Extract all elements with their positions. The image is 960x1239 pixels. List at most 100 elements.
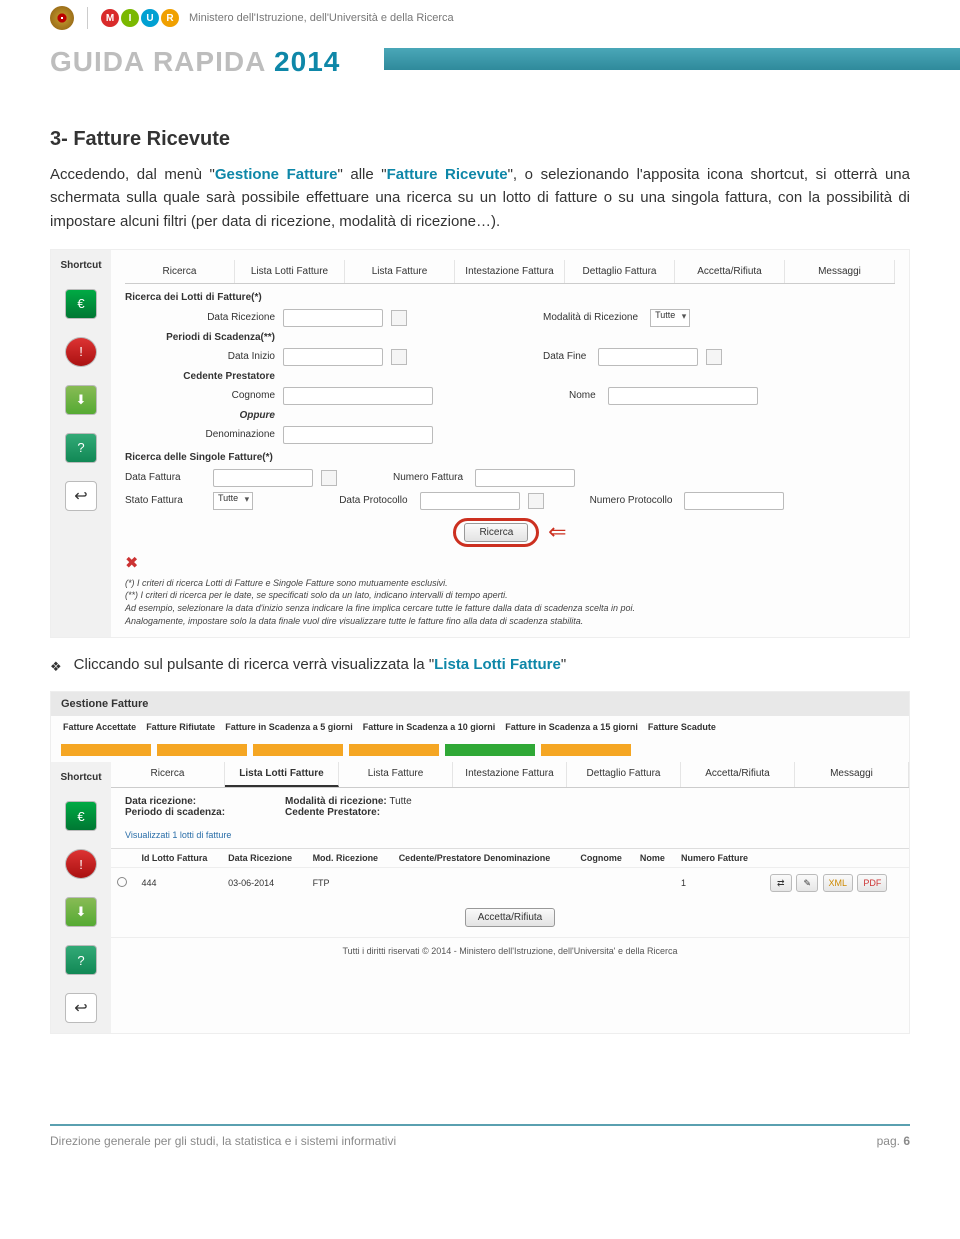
tab2-ricerca[interactable]: Ricerca bbox=[111, 762, 225, 787]
ricerca-button[interactable]: Ricerca bbox=[464, 523, 528, 542]
shortcut-alert-icon[interactable]: ! bbox=[65, 337, 97, 367]
tab-lista-lotti[interactable]: Lista Lotti Fatture bbox=[235, 260, 345, 283]
tab2-dettaglio[interactable]: Dettaglio Fattura bbox=[567, 762, 681, 787]
bar-accettate[interactable] bbox=[61, 744, 151, 756]
lbl-data-inizio: Data Inizio bbox=[125, 351, 275, 362]
shortcut-download-icon[interactable]: ⬇ bbox=[65, 385, 97, 415]
lotti-table: Id Lotto Fattura Data Ricezione Mod. Ric… bbox=[111, 848, 909, 898]
col-num: Numero Fatture bbox=[675, 849, 763, 868]
select-modalita[interactable]: Tutte bbox=[650, 309, 690, 327]
tab-messaggi[interactable]: Messaggi bbox=[785, 260, 895, 283]
shortcut-alert-icon[interactable]: ! bbox=[65, 849, 97, 879]
shortcut-label: Shortcut bbox=[60, 260, 101, 271]
input-nome[interactable] bbox=[608, 387, 758, 405]
status-scadute: Fatture Scadute bbox=[646, 722, 718, 732]
input-denominazione[interactable] bbox=[283, 426, 433, 444]
lbl-numero-protocollo: Numero Protocollo bbox=[590, 495, 673, 506]
table-row[interactable]: 444 03-06-2014 FTP 1 ⇄ ✎ XML PDF bbox=[111, 868, 909, 899]
cell-id: 444 bbox=[135, 868, 222, 899]
footer-right: pag. 6 bbox=[877, 1134, 910, 1148]
row-radio[interactable] bbox=[117, 877, 127, 887]
input-numero-fattura[interactable] bbox=[475, 469, 575, 487]
status-accettate: Fatture Accettate bbox=[61, 722, 138, 732]
shortcut-euro-icon[interactable]: € bbox=[65, 801, 97, 831]
tabs-row-2: Ricerca Lista Lotti Fatture Lista Fattur… bbox=[111, 762, 909, 788]
col-denom: Cedente/Prestatore Denominazione bbox=[393, 849, 575, 868]
input-cognome[interactable] bbox=[283, 387, 433, 405]
bullet-text: Cliccando sul pulsante di ricerca verrà … bbox=[74, 656, 566, 673]
select-stato[interactable]: Tutte bbox=[213, 492, 253, 510]
miur-dot-m: M bbox=[101, 9, 119, 27]
bullet-icon: ❖ bbox=[50, 659, 62, 675]
lbl-data-fattura: Data Fattura bbox=[125, 472, 205, 483]
delete-filter-icon[interactable]: ✖ bbox=[125, 553, 138, 573]
lbl-oppure: Oppure bbox=[125, 410, 275, 421]
kw-fatture-ricevute: Fatture Ricevute bbox=[387, 166, 508, 183]
action-share-icon[interactable]: ⇄ bbox=[770, 874, 792, 892]
shortcut-back-icon[interactable]: ↩ bbox=[65, 481, 97, 511]
tab2-messaggi[interactable]: Messaggi bbox=[795, 762, 909, 787]
bar-5g[interactable] bbox=[253, 744, 343, 756]
lbl-denominazione: Denominazione bbox=[125, 429, 275, 440]
miur-dot-i: I bbox=[121, 9, 139, 27]
tab-accetta[interactable]: Accetta/Rifiuta bbox=[675, 260, 785, 283]
copyright-footer: Tutti i diritti riservati © 2014 - Minis… bbox=[111, 937, 909, 964]
col-cognome: Cognome bbox=[574, 849, 633, 868]
banner-strip bbox=[384, 48, 960, 70]
miur-dot-r: R bbox=[161, 9, 179, 27]
bar-scadute[interactable] bbox=[541, 744, 631, 756]
lbl-data-fine: Data Fine bbox=[543, 351, 586, 362]
tab2-intestazione[interactable]: Intestazione Fattura bbox=[453, 762, 567, 787]
calendar-icon[interactable] bbox=[321, 470, 337, 486]
screenshot-ricerca: Shortcut € ! ⬇ ? ↩ Ricerca Lista Lotti F… bbox=[50, 249, 910, 638]
page-number: 6 bbox=[903, 1134, 910, 1148]
status-15g: Fatture in Scadenza a 15 giorni bbox=[503, 722, 640, 732]
calendar-icon[interactable] bbox=[528, 493, 544, 509]
shortcut-download-icon[interactable]: ⬇ bbox=[65, 897, 97, 927]
note-3: Ad esempio, selezionare la data d'inizio… bbox=[125, 602, 895, 615]
shortcut-faq-icon[interactable]: ? bbox=[65, 433, 97, 463]
action-pdf-button[interactable]: PDF bbox=[857, 874, 887, 892]
tab2-lista-fatture[interactable]: Lista Fatture bbox=[339, 762, 453, 787]
input-data-fine[interactable] bbox=[598, 348, 698, 366]
col-data: Data Ricezione bbox=[222, 849, 306, 868]
guide-title-text: GUIDA RAPIDA bbox=[50, 46, 274, 77]
input-numero-protocollo[interactable] bbox=[684, 492, 784, 510]
status-bars bbox=[51, 738, 909, 762]
calendar-icon[interactable] bbox=[706, 349, 722, 365]
sum-periodo: Periodo di scadenza: bbox=[125, 807, 225, 818]
tabs-row: Ricerca Lista Lotti Fatture Lista Fattur… bbox=[125, 260, 895, 284]
note-2: (**) I criteri di ricerca per le date, s… bbox=[125, 589, 895, 602]
input-data-inizio[interactable] bbox=[283, 348, 383, 366]
section-heading: 3- Fatture Ricevute bbox=[50, 128, 910, 151]
calendar-icon[interactable] bbox=[391, 349, 407, 365]
accetta-rifiuta-button[interactable]: Accetta/Rifiuta bbox=[465, 908, 555, 927]
shortcut-faq-icon[interactable]: ? bbox=[65, 945, 97, 975]
input-data-fattura[interactable] bbox=[213, 469, 313, 487]
bar-10g[interactable] bbox=[349, 744, 439, 756]
input-data-protocollo[interactable] bbox=[420, 492, 520, 510]
ministry-name: Ministero dell'Istruzione, dell'Universi… bbox=[189, 12, 454, 24]
section-paragraph: Accedendo, dal menù "Gestione Fatture" a… bbox=[50, 163, 910, 233]
action-xml-button[interactable]: XML bbox=[823, 874, 853, 892]
col-nome: Nome bbox=[634, 849, 675, 868]
tab-intestazione[interactable]: Intestazione Fattura bbox=[455, 260, 565, 283]
kw-lista-lotti: Lista Lotti Fatture bbox=[434, 656, 561, 673]
input-data-ricezione[interactable] bbox=[283, 309, 383, 327]
bar-rifiutate[interactable] bbox=[157, 744, 247, 756]
shortcut-label-2: Shortcut bbox=[60, 772, 101, 783]
tab-dettaglio[interactable]: Dettaglio Fattura bbox=[565, 260, 675, 283]
calendar-icon[interactable] bbox=[391, 310, 407, 326]
footer-left: Direzione generale per gli studi, la sta… bbox=[50, 1134, 396, 1148]
note-4: Analogamente, impostare solo la data fin… bbox=[125, 615, 895, 628]
lbl-stato-fattura: Stato Fattura bbox=[125, 495, 205, 506]
action-edit-icon[interactable]: ✎ bbox=[796, 874, 818, 892]
tab2-accetta[interactable]: Accetta/Rifiuta bbox=[681, 762, 795, 787]
shortcut-back-icon[interactable]: ↩ bbox=[65, 993, 97, 1023]
tab2-lista-lotti[interactable]: Lista Lotti Fatture bbox=[225, 762, 339, 787]
tab-ricerca[interactable]: Ricerca bbox=[125, 260, 235, 283]
bar-15g[interactable] bbox=[445, 744, 535, 756]
cell-num: 1 bbox=[675, 868, 763, 899]
tab-lista-fatture[interactable]: Lista Fatture bbox=[345, 260, 455, 283]
shortcut-euro-icon[interactable]: € bbox=[65, 289, 97, 319]
